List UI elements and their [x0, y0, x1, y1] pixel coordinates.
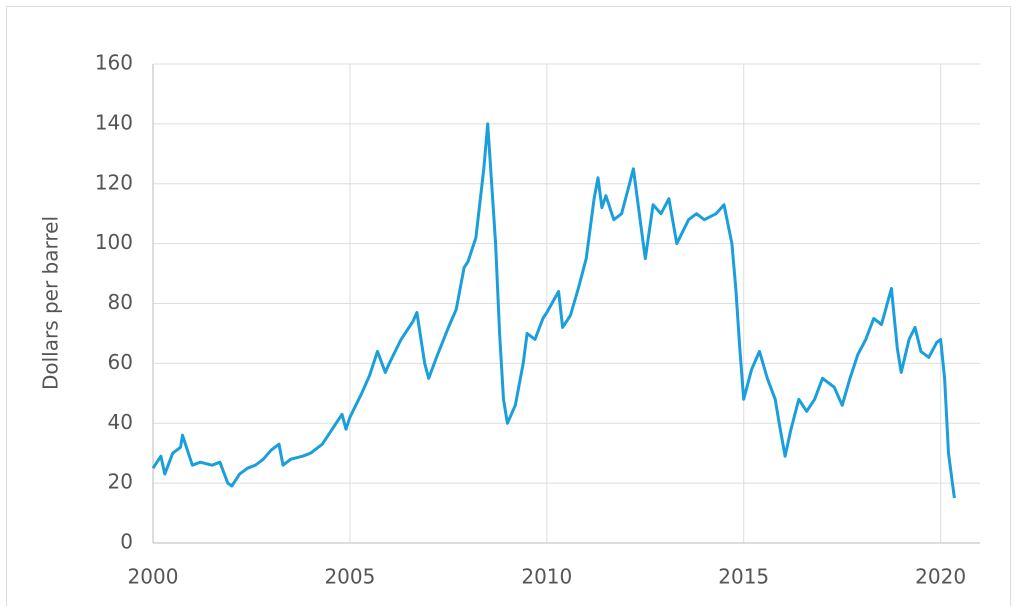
- y-tick-label: 80: [108, 290, 133, 314]
- y-tick-label: 100: [95, 230, 133, 254]
- x-tick-label: 2005: [324, 565, 375, 589]
- line-series: [151, 122, 956, 499]
- y-tick-label: 120: [95, 170, 133, 194]
- y-axis-label: Dollars per barrel: [39, 216, 63, 390]
- y-tick-label: 0: [120, 530, 133, 554]
- y-tick-label: 160: [95, 51, 133, 75]
- y-tick-label: 140: [95, 110, 133, 134]
- x-tick-label: 2010: [521, 565, 572, 589]
- y-tick-label: 40: [108, 410, 133, 434]
- x-tick-label: 2020: [915, 565, 966, 589]
- x-tick-label: 2015: [718, 565, 769, 589]
- x-tick-label: 2000: [128, 565, 179, 589]
- frame: [6, 6, 1011, 606]
- y-tick-label: 60: [108, 350, 133, 374]
- y-tick-label: 20: [108, 470, 133, 494]
